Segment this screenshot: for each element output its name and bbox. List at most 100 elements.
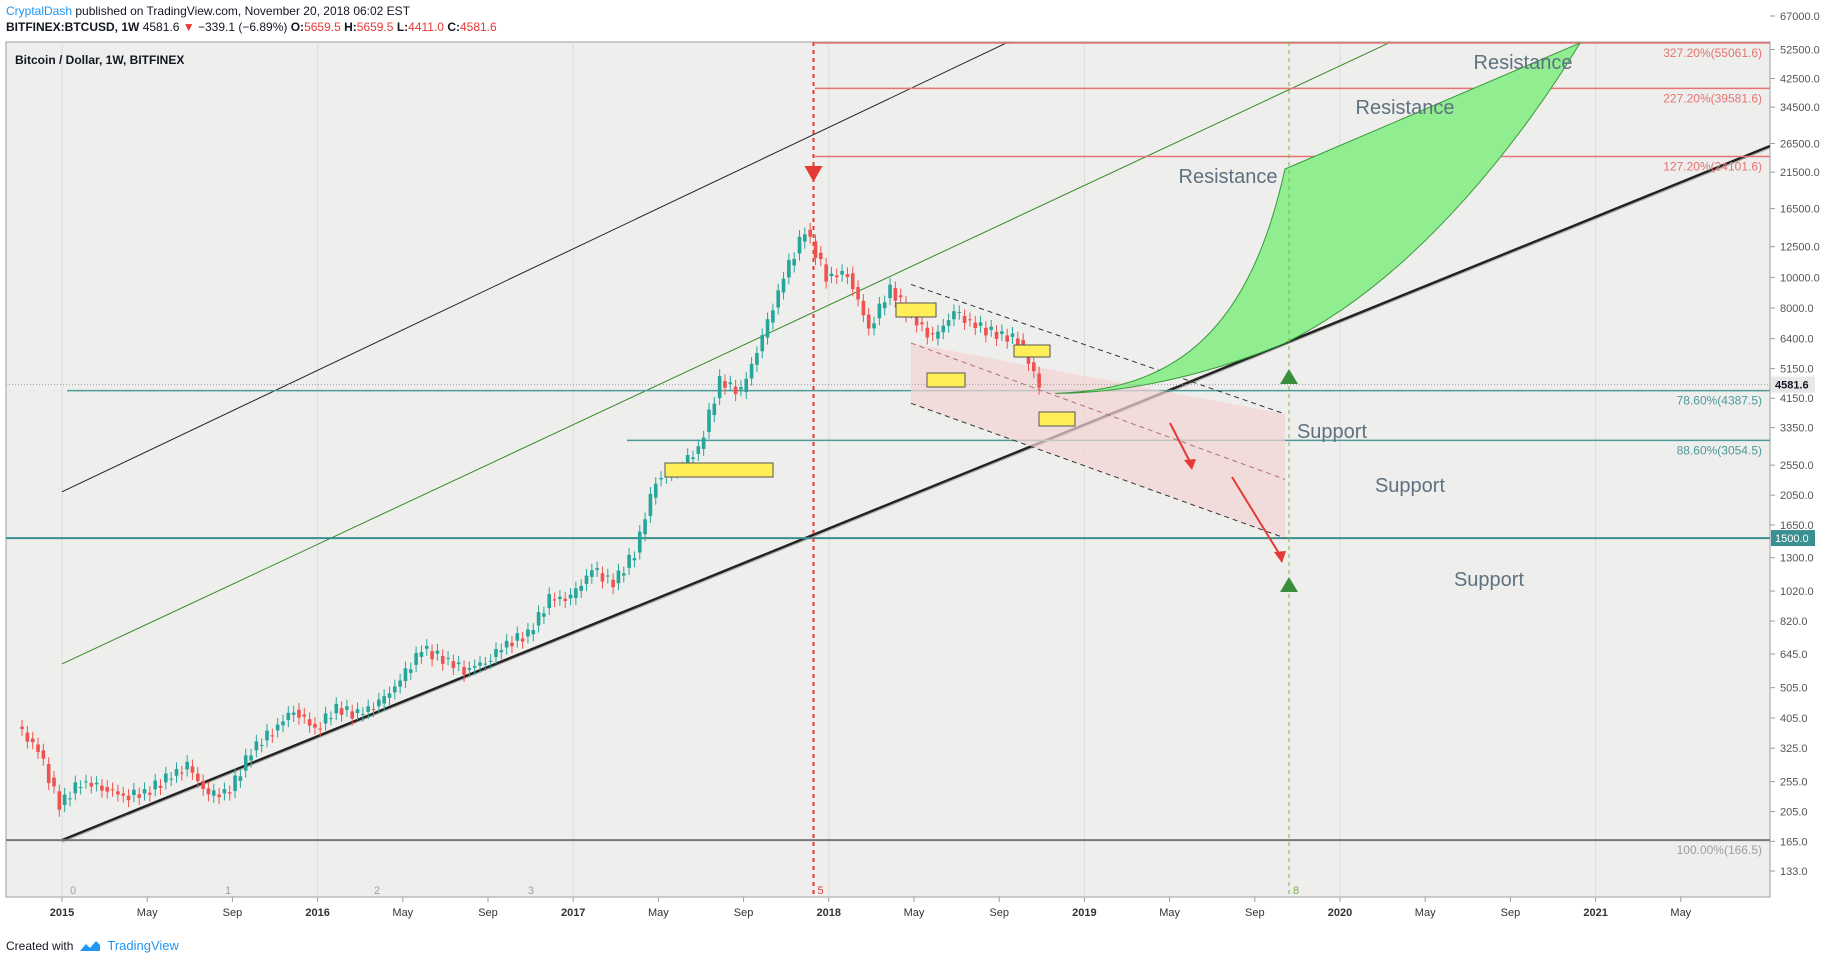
- x-tick-label: May: [904, 907, 925, 919]
- support-trendline: [61, 144, 1770, 842]
- candle-body: [89, 782, 94, 787]
- candle-body: [936, 331, 940, 339]
- publish-line: CryptalDash published on TradingView.com…: [6, 3, 497, 19]
- candle-body: [829, 273, 834, 277]
- y-tick-label: 205.0: [1780, 807, 1808, 819]
- candle-body: [893, 288, 898, 301]
- support-price-tag: [1771, 530, 1815, 547]
- created-with-label: Created with: [6, 938, 74, 953]
- x-tick-label: 2016: [305, 907, 329, 919]
- candle-body: [542, 613, 546, 617]
- candle-body: [659, 477, 663, 480]
- candle-body: [291, 712, 296, 715]
- candle-body: [414, 653, 418, 665]
- candle-body: [914, 316, 919, 326]
- annotations-background: [6, 42, 1770, 897]
- candle-body: [957, 311, 962, 313]
- candle-body: [100, 785, 104, 791]
- candle-body: [749, 363, 754, 379]
- candle-body: [307, 719, 312, 726]
- candle-body: [632, 558, 637, 561]
- x-tick-label: May: [392, 907, 413, 919]
- x-tick-label: 2020: [1328, 907, 1352, 919]
- candle-body: [712, 403, 717, 416]
- candle-body: [286, 712, 291, 721]
- highlight-box: [1038, 411, 1076, 427]
- candle-body: [41, 750, 46, 759]
- candle-body: [371, 709, 376, 711]
- candle-body: [403, 668, 408, 682]
- x-tick-label: 2018: [817, 907, 841, 919]
- zone-label: Support: [1454, 569, 1524, 591]
- close-value: 4581.6: [459, 20, 497, 34]
- candle-body: [723, 381, 727, 388]
- candle-body: [25, 732, 30, 742]
- candle-body: [36, 744, 40, 752]
- candle-body: [930, 333, 935, 335]
- candle-body: [233, 775, 237, 792]
- candle-body: [185, 761, 189, 770]
- candle-body: [249, 755, 253, 761]
- candle-body: [510, 642, 514, 647]
- y-tick-label: 820.0: [1780, 616, 1808, 628]
- x-tick-label: May: [1415, 907, 1436, 919]
- ohlc-line: BITFINEX:BTCUSD, 1W 4581.6 ▼ −339.1 (−6.…: [6, 19, 497, 35]
- candle-body: [46, 764, 51, 784]
- candle-body: [616, 570, 621, 584]
- candle-body: [1010, 333, 1015, 337]
- candle-body: [132, 789, 136, 795]
- candle-body: [265, 730, 269, 741]
- candle-body: [590, 570, 594, 577]
- candle-body: [696, 446, 701, 454]
- plot-area[interactable]: [5, 41, 1771, 898]
- y-tick-label: 34500.0: [1780, 102, 1820, 114]
- candle-body: [281, 721, 285, 726]
- candle-body: [424, 645, 429, 649]
- candle-body: [334, 703, 339, 714]
- x-tick-label: Sep: [478, 907, 498, 919]
- candle-body: [350, 711, 355, 719]
- y-tick-label: 3350.0: [1780, 423, 1814, 435]
- x-tick-label: Sep: [1245, 907, 1265, 919]
- candle-body: [941, 325, 946, 333]
- annotations: 327.20%(55061.6) 227.20%(39581.6) 127.20%(…: [70, 46, 1815, 897]
- candle-body: [169, 778, 173, 780]
- candle-body: [504, 640, 509, 648]
- candle-body: [648, 493, 653, 516]
- candle-body: [701, 437, 706, 449]
- highlight-box: [1013, 344, 1051, 358]
- down-arrow-icon: ▼: [182, 20, 195, 34]
- y-tick-label: 1300.0: [1780, 553, 1814, 565]
- bullish-projection-zone: [1054, 42, 1582, 394]
- author-link[interactable]: CryptalDash: [6, 4, 73, 18]
- candle-body: [813, 241, 818, 259]
- y-tick-label: 2550.0: [1780, 460, 1814, 472]
- candle-body: [206, 788, 211, 795]
- candle-body: [707, 409, 711, 432]
- candle-body: [973, 322, 978, 329]
- x-tick-label: May: [648, 907, 669, 919]
- candle-body: [435, 650, 440, 654]
- candle-body: [574, 588, 578, 598]
- fib-level-label: 127.20%(24101.6): [1663, 159, 1762, 173]
- candle-body: [217, 794, 221, 798]
- candle-body: [925, 327, 930, 338]
- candle-body: [627, 554, 631, 568]
- x-tick-label: 2021: [1583, 907, 1607, 919]
- candle-body: [776, 290, 781, 308]
- forecast-arrow: [1231, 476, 1281, 556]
- candle-body: [1037, 373, 1041, 388]
- chart-title: Bitcoin / Dollar, 1W, BITFINEX: [15, 53, 184, 67]
- candle-body: [563, 598, 568, 601]
- candle-body: [877, 303, 882, 319]
- candle-body: [621, 573, 626, 576]
- y-tick-label: 405.0: [1780, 713, 1808, 725]
- candle-body: [377, 699, 381, 707]
- zone-label: Support: [1297, 421, 1367, 443]
- y-tick-label: 16500.0: [1780, 204, 1820, 216]
- candle-body: [531, 629, 536, 635]
- tradingview-link[interactable]: TradingView: [107, 938, 179, 953]
- candle-body: [462, 666, 466, 675]
- candle-body: [190, 766, 195, 773]
